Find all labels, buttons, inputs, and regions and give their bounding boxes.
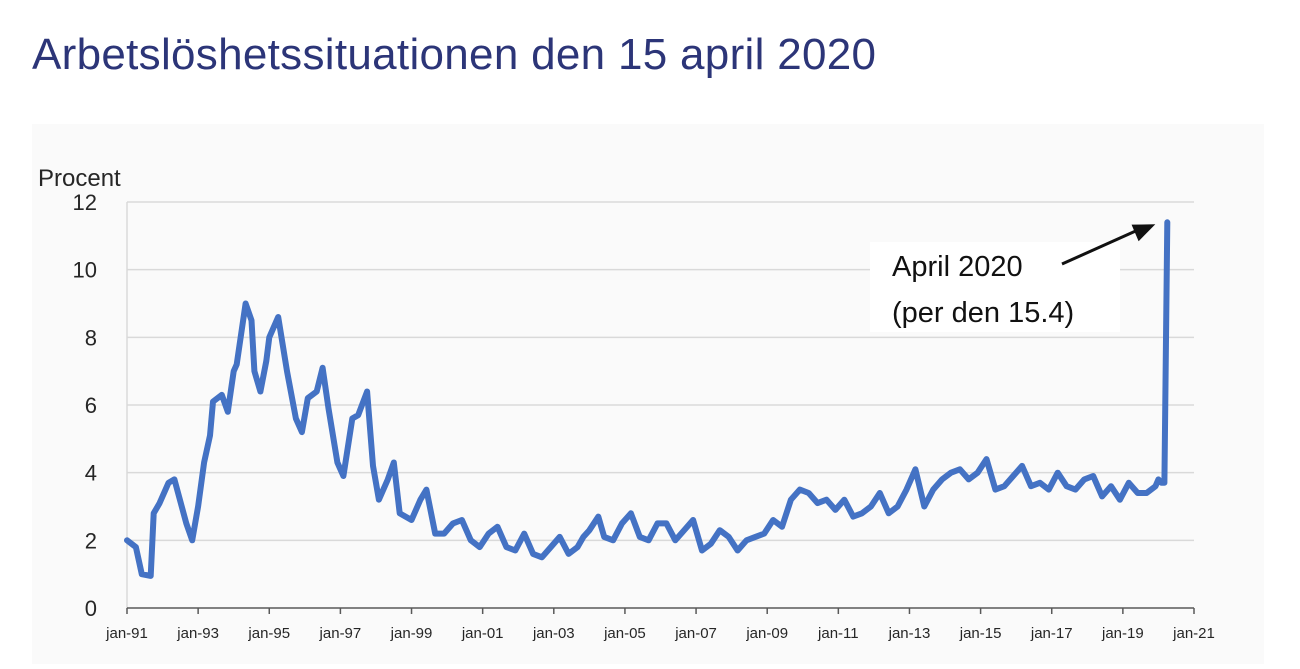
line-chart: 0 2 4 6 8 10 12 jan-91 jan-93 jan-95 jan-97 jan-99 j… (38, 165, 1215, 642)
annotation-line-2: (per den 15.4) (892, 297, 1074, 329)
y-tick-label: 4 (85, 461, 97, 486)
x-tick-label: jan-07 (674, 625, 717, 642)
annotation-arrow-shaft (1061, 228, 1138, 266)
x-tick-label: jan-95 (247, 625, 290, 642)
x-tick-label: jan-19 (1101, 625, 1144, 642)
page-title: Arbetslöshetssituationen den 15 april 20… (32, 30, 877, 79)
y-tick-label: 2 (85, 528, 97, 553)
y-axis-title: Procent (38, 165, 121, 192)
x-tick-label: jan-13 (888, 625, 931, 642)
x-tick-label: jan-05 (603, 625, 646, 642)
x-tick-label: jan-99 (390, 625, 433, 642)
y-tick-label: 6 (85, 393, 97, 418)
y-tick-label: 8 (85, 325, 97, 350)
y-tick-label: 0 (85, 596, 97, 621)
y-tick-label: 10 (73, 258, 97, 283)
x-tick-label: jan-21 (1172, 625, 1215, 642)
x-tick-label: jan-09 (745, 625, 788, 642)
x-tick-label: jan-01 (461, 625, 504, 642)
x-tick-label: jan-93 (176, 625, 219, 642)
y-tick-label: 12 (73, 190, 97, 215)
annotation-arrow-head (1131, 224, 1156, 242)
x-tick-label: jan-97 (319, 625, 362, 642)
annotation-line-1: April 2020 (892, 251, 1023, 283)
x-tick-label: jan-03 (532, 625, 575, 642)
series-line (124, 219, 1171, 579)
x-tick-label: jan-17 (1030, 625, 1073, 642)
x-tick-label: jan-91 (105, 625, 148, 642)
chart-panel: 0 2 4 6 8 10 12 jan-91 jan-93 jan-95 jan-97 jan-99 j… (32, 124, 1264, 664)
x-tick-label: jan-15 (959, 625, 1002, 642)
x-tick-label: jan-11 (817, 625, 859, 642)
